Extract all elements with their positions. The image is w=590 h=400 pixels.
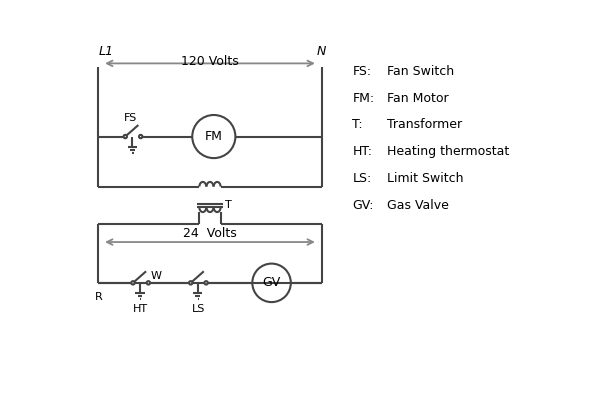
- Text: Fan Motor: Fan Motor: [387, 92, 449, 104]
- Text: FS:: FS:: [352, 64, 372, 78]
- Text: W: W: [150, 270, 162, 280]
- Text: LS: LS: [192, 304, 205, 314]
- Text: GV: GV: [263, 276, 281, 289]
- Text: GV:: GV:: [352, 199, 374, 212]
- Circle shape: [189, 281, 192, 284]
- Text: Gas Valve: Gas Valve: [387, 199, 449, 212]
- Text: 120 Volts: 120 Volts: [181, 55, 239, 68]
- Text: Limit Switch: Limit Switch: [387, 172, 464, 186]
- Text: Fan Switch: Fan Switch: [387, 64, 454, 78]
- Text: T:: T:: [352, 118, 363, 132]
- Text: FM: FM: [205, 130, 223, 143]
- Text: FS: FS: [124, 113, 137, 123]
- Text: LS:: LS:: [352, 172, 372, 186]
- Text: Transformer: Transformer: [387, 118, 462, 132]
- Circle shape: [204, 281, 208, 284]
- Text: FM:: FM:: [352, 92, 375, 104]
- Text: Heating thermostat: Heating thermostat: [387, 146, 509, 158]
- Text: HT: HT: [133, 304, 148, 314]
- Circle shape: [132, 281, 135, 284]
- Text: N: N: [317, 45, 326, 58]
- Text: R: R: [94, 292, 102, 302]
- Text: T: T: [225, 200, 231, 210]
- Circle shape: [139, 135, 142, 138]
- Circle shape: [147, 281, 150, 284]
- Text: L1: L1: [99, 45, 113, 58]
- Text: HT:: HT:: [352, 146, 372, 158]
- Text: 24  Volts: 24 Volts: [183, 227, 237, 240]
- Circle shape: [123, 135, 127, 138]
